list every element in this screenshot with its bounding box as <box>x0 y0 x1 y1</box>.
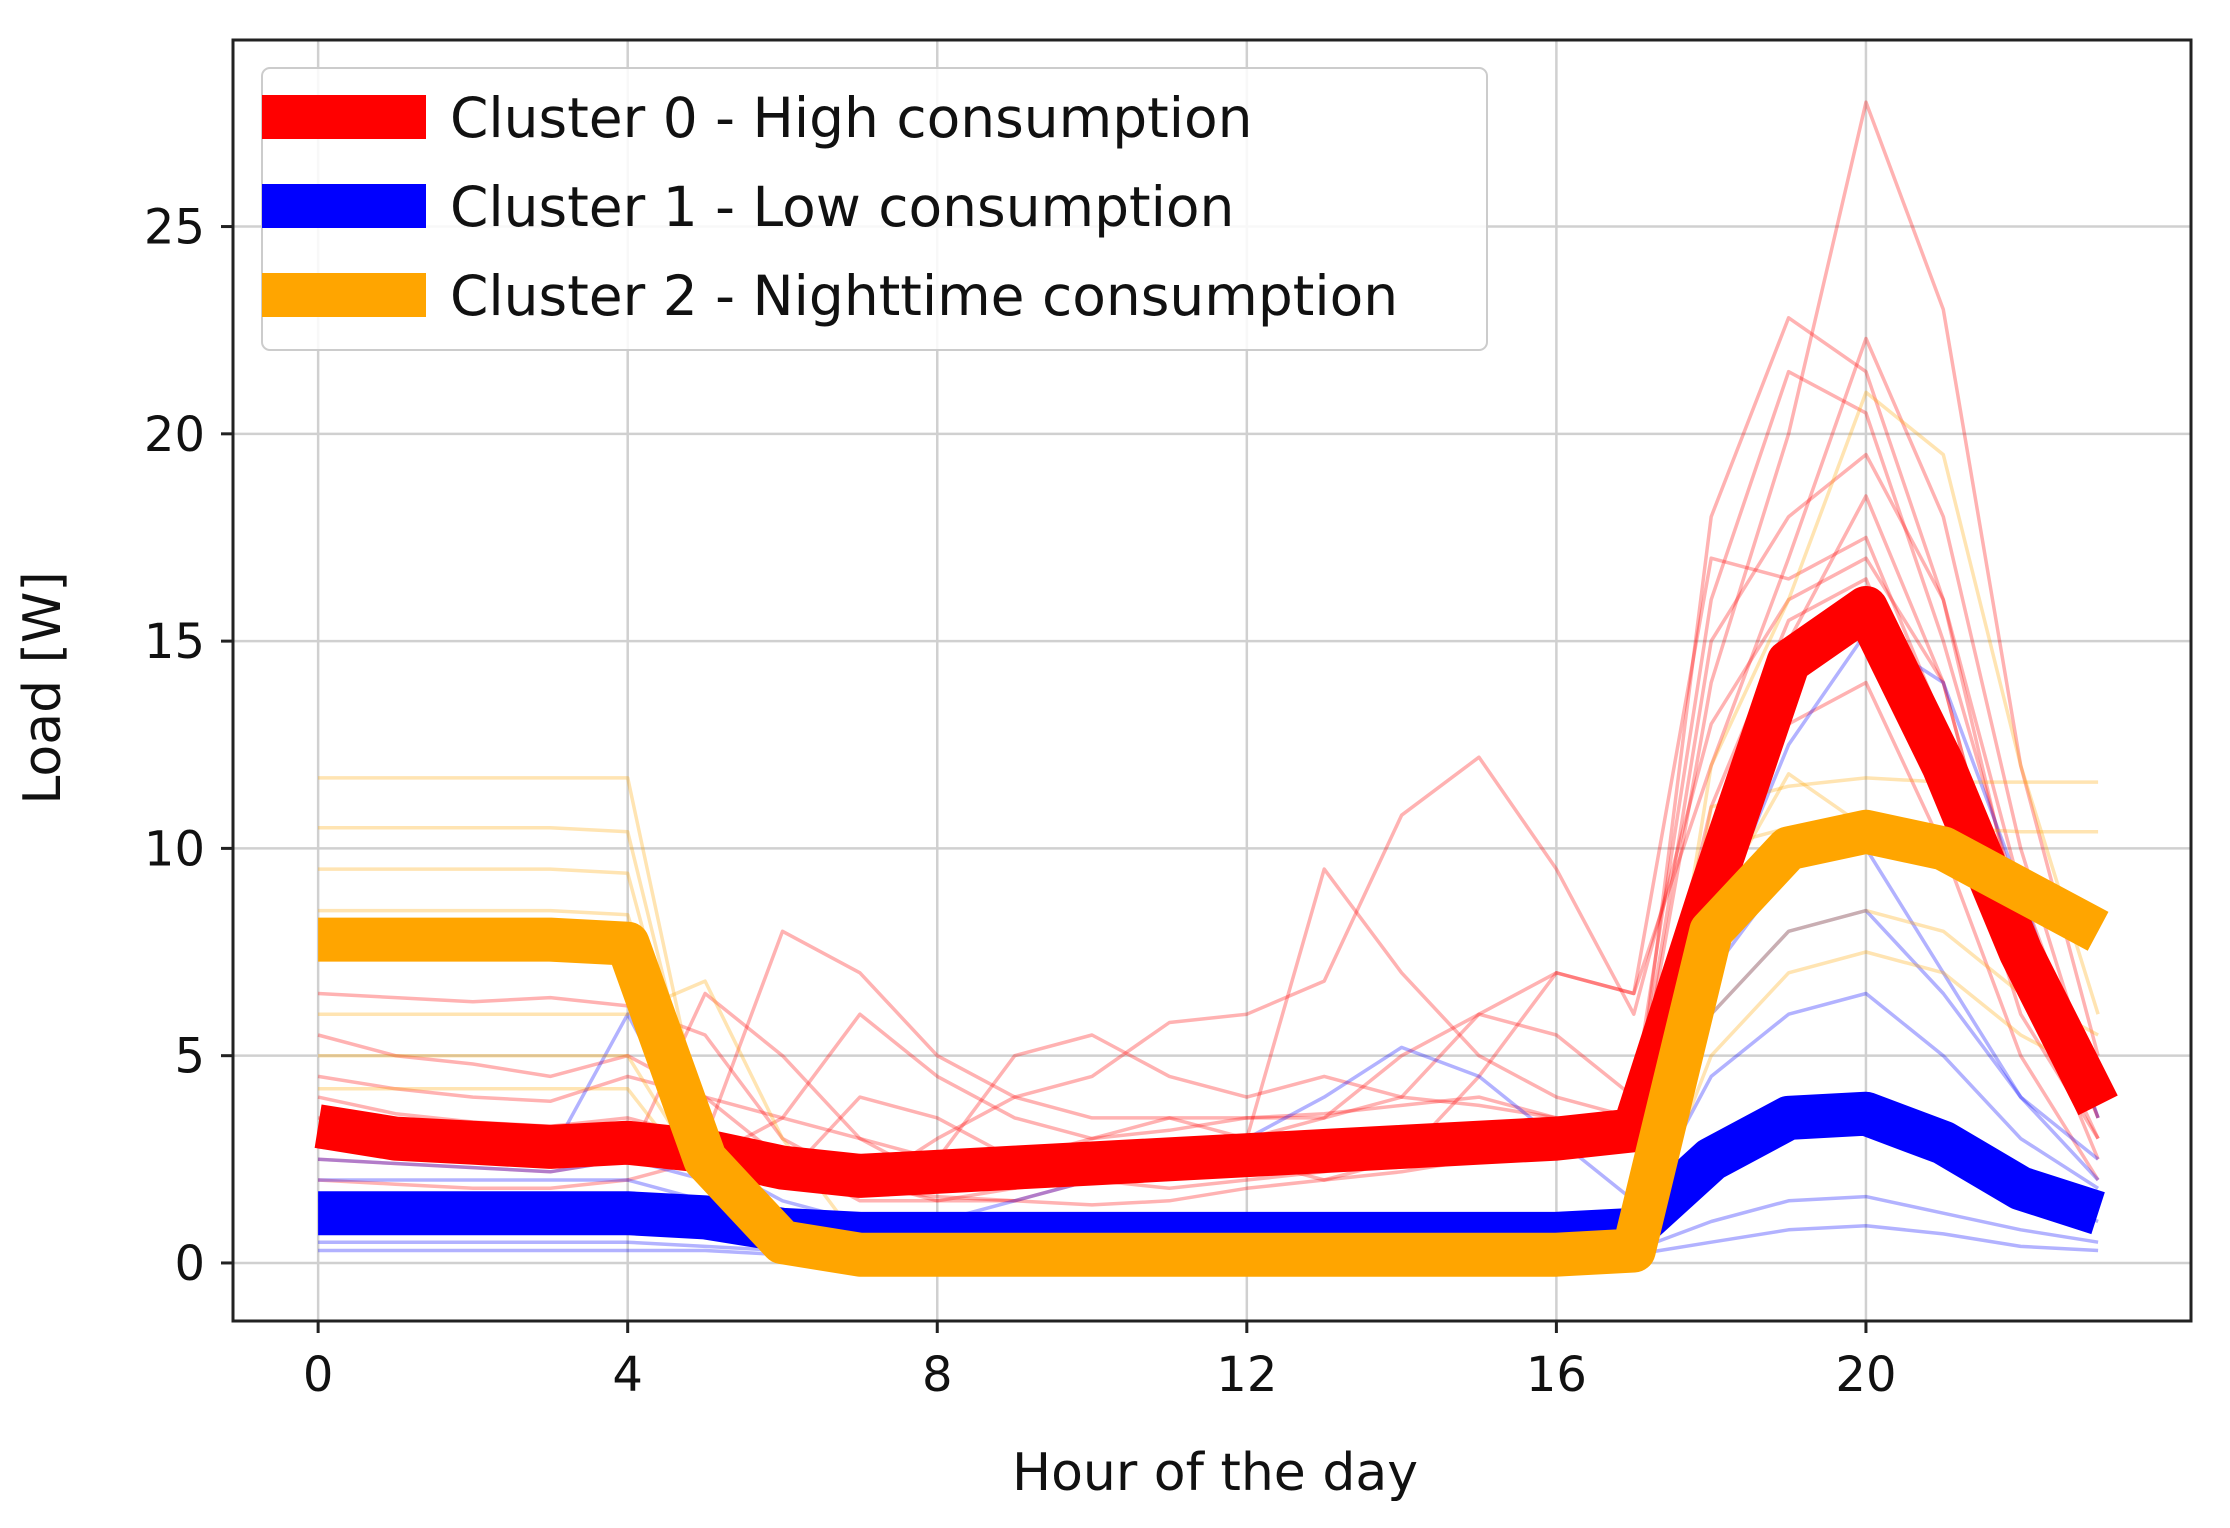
y-tick-label: 0 <box>174 1236 205 1292</box>
legend-label-cluster-0: Cluster 0 - High consumption <box>450 86 1253 150</box>
x-tick-label: 4 <box>612 1347 643 1403</box>
legend-swatch-cluster-0 <box>262 95 426 139</box>
legend-entry-cluster-0[interactable]: Cluster 0 - High consumption <box>262 86 1253 150</box>
x-tick-label: 8 <box>922 1347 953 1403</box>
plot-area-frame <box>231 38 2193 1323</box>
x-axis-label: Hour of the day <box>1012 1443 1418 1503</box>
y-tick-label: 15 <box>144 614 205 670</box>
legend-swatch-cluster-1 <box>262 184 426 228</box>
profile-line-cluster-0 <box>317 316 2100 1174</box>
series-line-cluster-0 <box>314 586 2118 1198</box>
legend-label-cluster-2: Cluster 2 - Nighttime consumption <box>450 264 1398 328</box>
legend-entry-cluster-1[interactable]: Cluster 1 - Low consumption <box>262 175 1234 239</box>
x-tick-label: 20 <box>1835 1347 1896 1403</box>
profile-line-cluster-0 <box>317 100 2100 1141</box>
profile-line-cluster-2 <box>318 821 2099 1257</box>
legend-swatch-cluster-2 <box>262 273 426 317</box>
profile-line-cluster-0 <box>317 369 2100 1141</box>
legend-entry-cluster-2[interactable]: Cluster 2 - Nighttime consumption <box>262 264 1398 328</box>
legend[interactable]: Cluster 0 - High consumption Cluster 1 -… <box>261 67 1488 351</box>
y-tick-label: 10 <box>144 821 205 877</box>
y-tick-label: 5 <box>174 1029 205 1085</box>
profile-line-cluster-0 <box>318 494 2100 1191</box>
y-axis-label: Load [W] <box>13 571 73 804</box>
y-tick-label: 25 <box>144 200 205 256</box>
x-tick-label: 12 <box>1216 1347 1277 1403</box>
cluster-centroid-series <box>314 586 2118 1277</box>
axis-ticks: 0 4 8 12 16 20 0 5 10 15 20 25 <box>144 200 1897 1403</box>
series-line-cluster-2 <box>318 809 2109 1277</box>
legend-label-cluster-1: Cluster 1 - Low consumption <box>450 175 1234 239</box>
y-tick-label: 20 <box>144 407 205 463</box>
x-tick-label: 0 <box>303 1347 334 1403</box>
profile-line-cluster-0 <box>318 336 2100 1203</box>
x-tick-label: 16 <box>1526 1347 1587 1403</box>
